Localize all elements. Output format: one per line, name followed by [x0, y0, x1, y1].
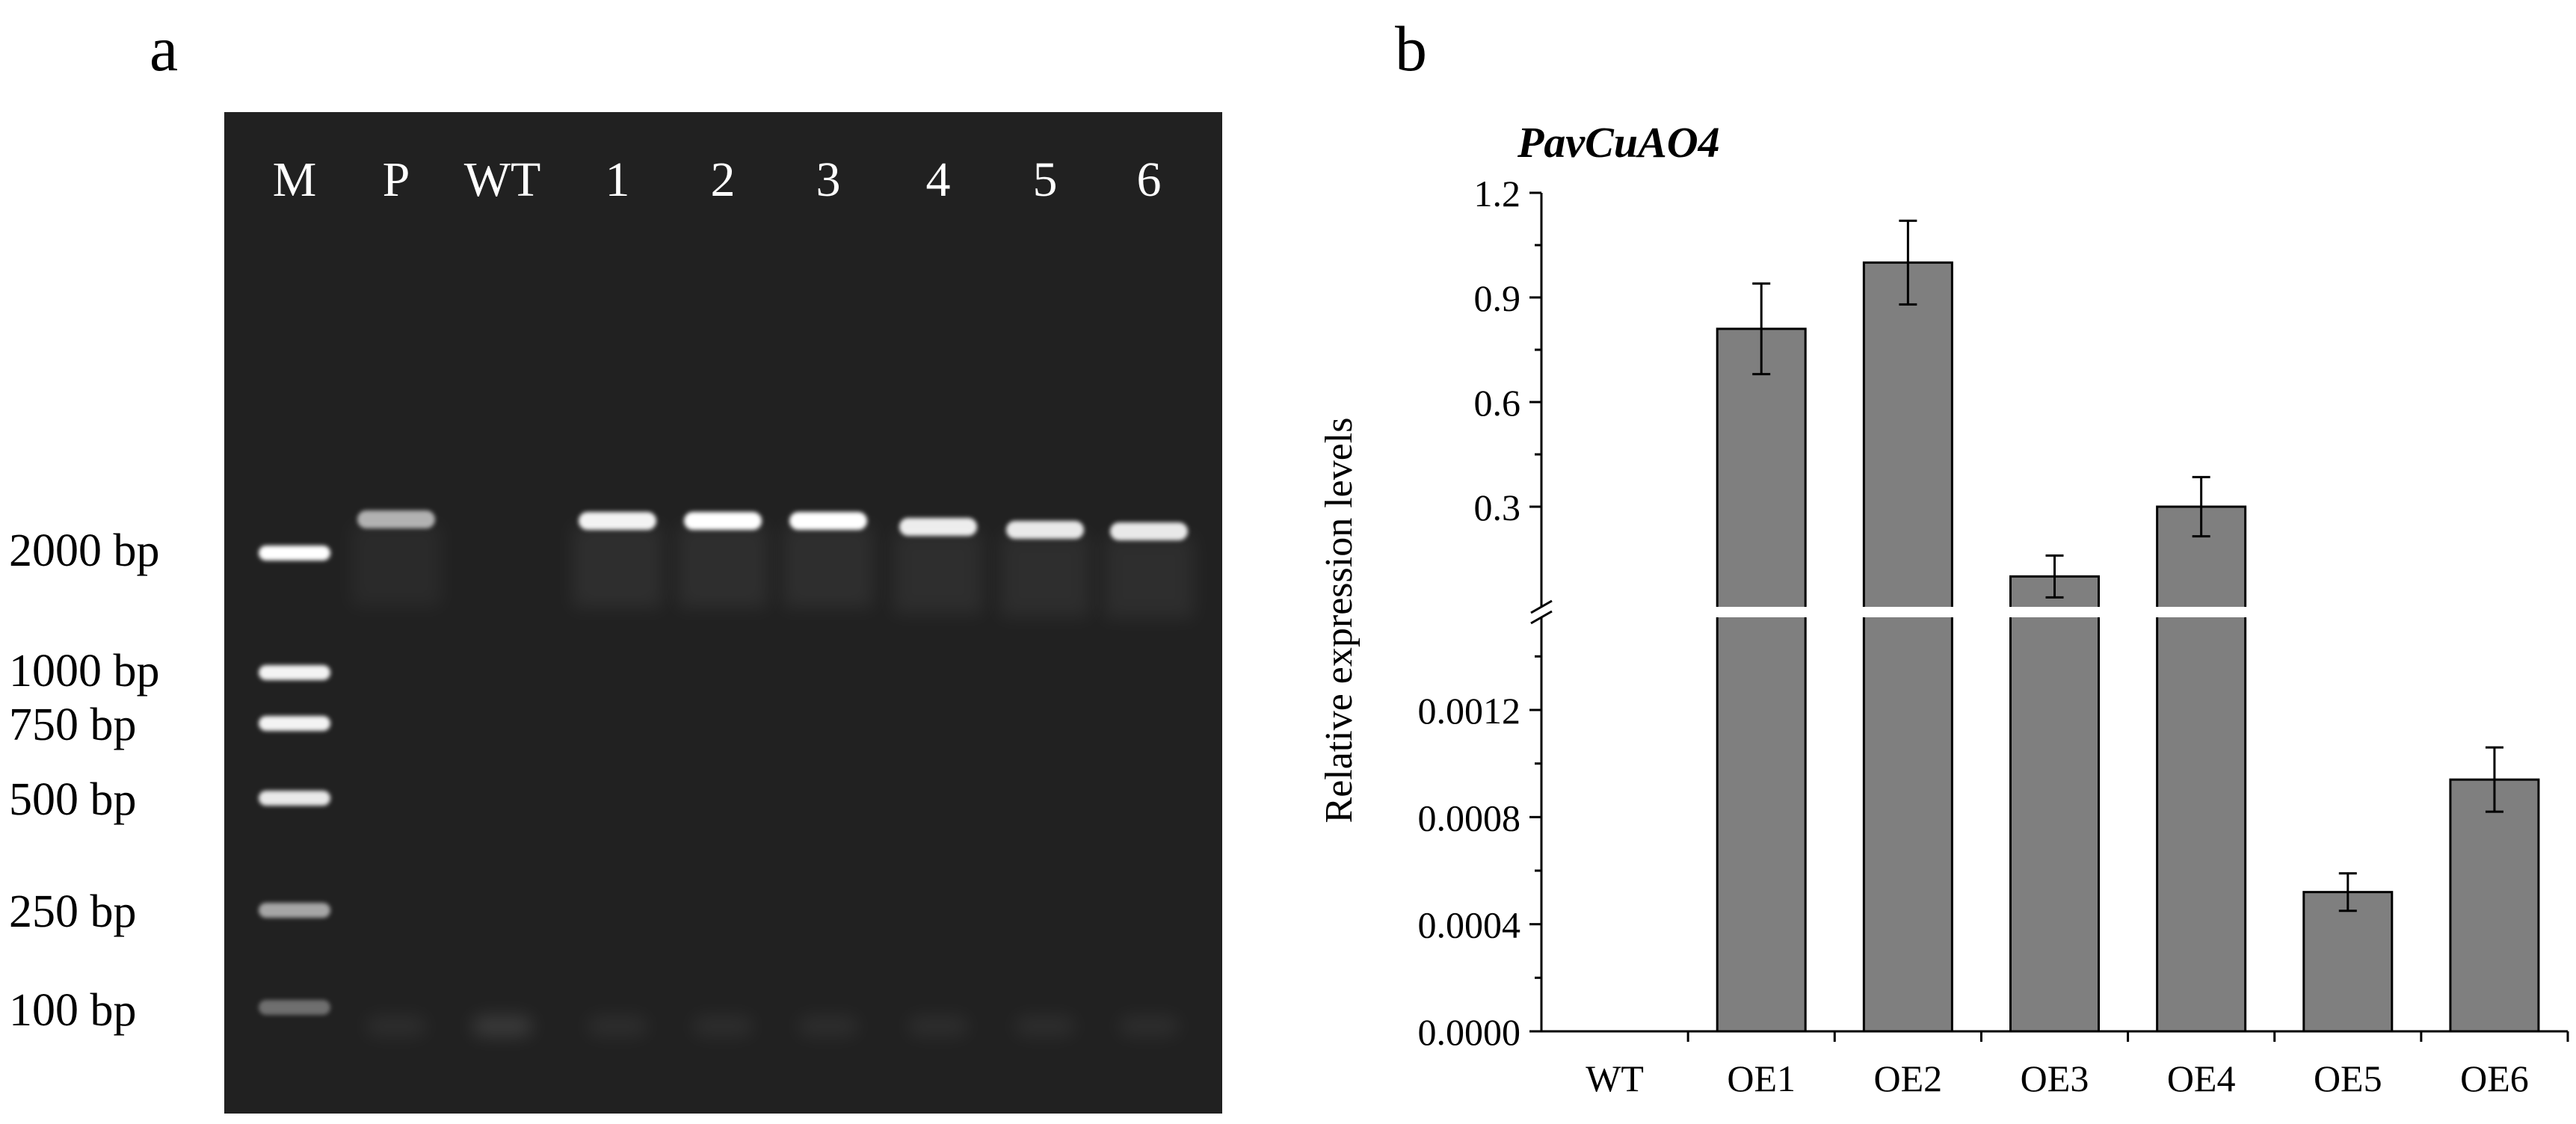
- dna-band-lane-5: [1006, 521, 1084, 539]
- band-smear-lane-P: [351, 524, 441, 606]
- chart-title: PavCuAO4: [1517, 118, 1720, 167]
- bar-oe5: [2302, 891, 2394, 1033]
- y-tick-label-lower: 0.0000: [1418, 1011, 1521, 1053]
- y-tick-label-upper: 1.2: [1474, 173, 1521, 214]
- primer-haze-lane-2: [693, 1016, 753, 1036]
- marker-size-label: 1000 bp: [9, 646, 160, 697]
- marker-band-6: [259, 1000, 330, 1015]
- x-tick-label-oe3: OE3: [2021, 1057, 2089, 1099]
- primer-haze-lane-5: [1015, 1016, 1075, 1036]
- x-tick-label-oe2: OE2: [1874, 1057, 1943, 1099]
- primer-haze-lane-P: [366, 1016, 426, 1036]
- primer-haze-lane-6: [1119, 1016, 1179, 1036]
- primer-haze-lane-3: [798, 1016, 858, 1036]
- marker-band-3: [259, 716, 330, 731]
- dna-band-lane-6: [1110, 522, 1188, 540]
- band-smear-lane-5: [1000, 534, 1090, 617]
- marker-band-5: [259, 903, 330, 918]
- lane-label-3: 3: [816, 152, 841, 207]
- y-tick-label-upper: 0.9: [1474, 277, 1521, 319]
- primer-haze-lane-WT: [472, 1016, 532, 1036]
- bar-oe3: [2009, 575, 2100, 1033]
- panel-label-a: a: [150, 13, 179, 84]
- lane-label-p: P: [383, 152, 410, 207]
- bar-oe4: [2156, 505, 2247, 1033]
- y-tick-label-upper: 0.3: [1474, 487, 1521, 528]
- panel-label-b: b: [1395, 13, 1427, 84]
- y-tick-label-upper: 0.6: [1474, 382, 1521, 424]
- lane-label-2: 2: [711, 152, 736, 207]
- bar-break-gap: [1861, 607, 1956, 617]
- axis-break-mark: [1530, 610, 1553, 625]
- marker-size-label: 100 bp: [9, 985, 137, 1036]
- dna-band-lane-4: [899, 518, 977, 536]
- marker-band-1: [259, 546, 330, 561]
- dna-band-lane-2: [684, 512, 762, 530]
- marker-size-label: 2000 bp: [9, 525, 160, 576]
- dna-band-lane-P: [357, 510, 435, 528]
- band-smear-lane-3: [783, 525, 873, 608]
- x-tick-label-oe6: OE6: [2460, 1057, 2529, 1099]
- bar-break-gap: [1714, 607, 1809, 617]
- x-tick-label-oe4: OE4: [2167, 1057, 2236, 1099]
- dna-band-lane-1: [579, 512, 656, 530]
- lane-label-6: 6: [1137, 152, 1162, 207]
- y-tick-label-lower: 0.0012: [1418, 690, 1521, 732]
- primer-haze-lane-4: [908, 1016, 968, 1036]
- marker-band-2: [259, 665, 330, 680]
- band-smear-lane-1: [573, 525, 662, 608]
- axis-break-mark: [1530, 599, 1553, 614]
- lane-label-5: 5: [1033, 152, 1058, 207]
- x-tick-label-oe1: OE1: [1727, 1057, 1796, 1099]
- lane-label-m: M: [273, 152, 317, 207]
- lane-label-1: 1: [606, 152, 630, 207]
- dna-band-lane-3: [789, 512, 867, 530]
- bar-oe2: [1862, 261, 1953, 1033]
- y-axis-label: Relative expression levels: [1318, 418, 1361, 824]
- marker-size-label: 250 bp: [9, 886, 137, 937]
- y-tick-label-lower: 0.0008: [1418, 797, 1521, 839]
- x-tick-label-wt: WT: [1586, 1057, 1644, 1099]
- marker-size-label: 750 bp: [9, 700, 137, 750]
- bar-break-gap: [2154, 607, 2249, 617]
- y-tick-label-lower: 0.0004: [1418, 904, 1521, 946]
- band-smear-lane-2: [678, 525, 768, 608]
- marker-size-label: 500 bp: [9, 774, 137, 825]
- marker-band-4: [259, 791, 330, 806]
- bar-oe6: [2449, 778, 2540, 1033]
- bar-oe1: [1716, 327, 1807, 1033]
- x-tick-label-oe5: OE5: [2314, 1057, 2382, 1099]
- band-smear-lane-6: [1104, 536, 1194, 618]
- bar-break-gap: [2007, 607, 2102, 617]
- gel-panel: M P WT 1 2 3 4 5 6 2000 bp 1000 bp 750 bp 500 bp 250 …: [0, 0, 1233, 1120]
- lane-label-4: 4: [926, 152, 951, 207]
- bar-chart-panel: PavCuAO4 Relative expression levels 0.3 0.6…: [1233, 0, 2576, 1120]
- primer-haze-lane-1: [588, 1016, 647, 1036]
- lane-label-wt: WT: [464, 152, 541, 207]
- band-smear-lane-4: [893, 531, 983, 614]
- bar-chart: PavCuAO4 Relative expression levels 0.3 0.6…: [1318, 118, 2569, 1099]
